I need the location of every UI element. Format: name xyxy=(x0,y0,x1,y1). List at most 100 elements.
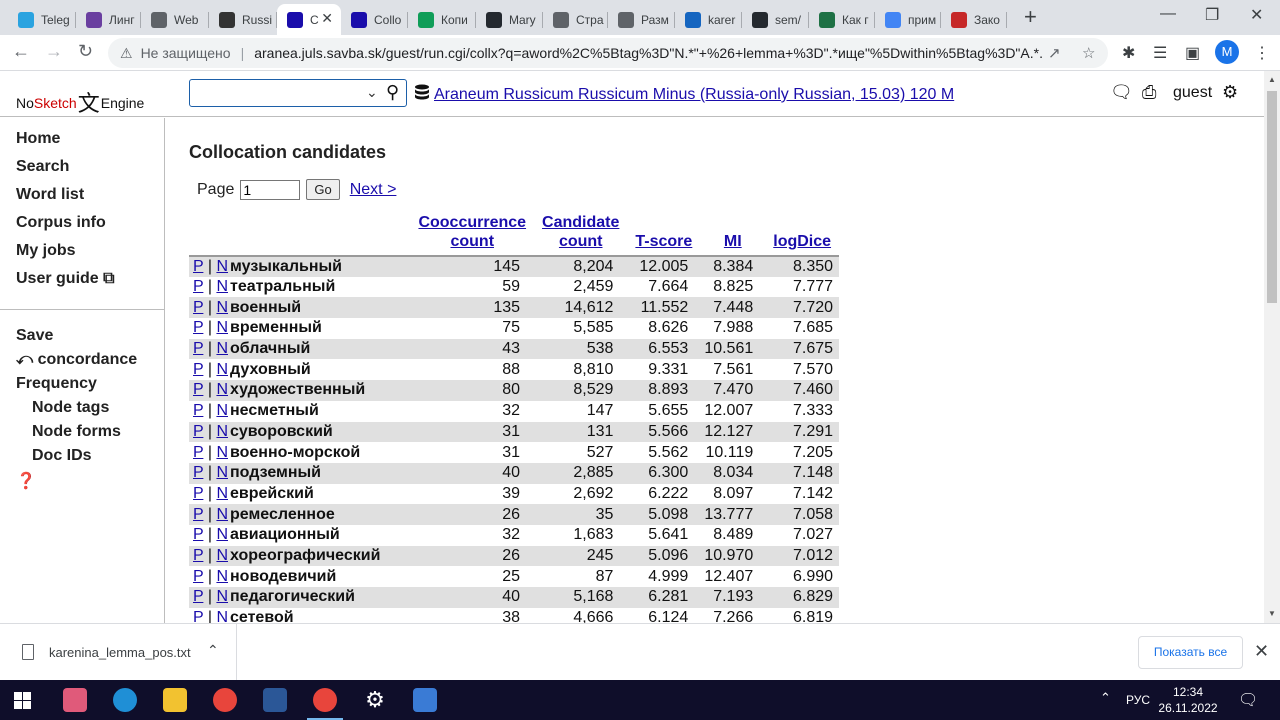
page-scrollbar[interactable]: ▲ ▼ xyxy=(1264,71,1280,623)
settings-gear-icon[interactable]: ⚙ xyxy=(1222,82,1239,102)
new-tab-icon[interactable]: + xyxy=(1024,4,1037,29)
browser-tab[interactable]: Как г xyxy=(809,4,875,35)
back-icon[interactable]: ← xyxy=(12,41,30,61)
page-number-input[interactable] xyxy=(240,179,301,200)
sidebar-item-concordance[interactable]: ⤺ concordance xyxy=(16,351,137,369)
download-filename[interactable]: karenina_lemma_pos.txt xyxy=(49,645,191,660)
sort-logdice[interactable]: logDice xyxy=(765,213,840,257)
close-tab-icon[interactable]: ✕ xyxy=(321,10,333,26)
ship-app-icon[interactable] xyxy=(413,688,437,712)
input-language[interactable]: РУС xyxy=(1126,693,1151,707)
chrome-icon[interactable] xyxy=(213,688,237,712)
sort-candidate-count[interactable]: Candidate count xyxy=(534,213,628,257)
negative-filter-link[interactable]: N xyxy=(216,464,228,482)
restore-icon[interactable]: ❐ xyxy=(1205,7,1220,24)
security-label[interactable]: Не защищено xyxy=(140,45,231,61)
reload-icon[interactable]: ↻ xyxy=(78,41,94,61)
browser-tab[interactable]: C ✕ xyxy=(277,4,341,35)
corpus-link[interactable]: Araneum Russicum Russicum Minus (Russia-… xyxy=(414,84,954,104)
scrollbar-thumb[interactable] xyxy=(1267,91,1277,303)
negative-filter-link[interactable]: N xyxy=(216,298,228,316)
print-icon[interactable]: ⎙ xyxy=(1142,82,1157,102)
positive-filter-link[interactable]: P xyxy=(193,381,204,399)
nosketch-engine-logo[interactable]: NoSketch文Engine xyxy=(16,83,144,116)
scroll-up-icon[interactable]: ▲ xyxy=(1268,75,1276,84)
notifications-icon[interactable]: 🗨 xyxy=(1238,692,1259,709)
bookmark-star-icon[interactable]: ☆ xyxy=(1082,45,1096,62)
positive-filter-link[interactable]: P xyxy=(193,402,204,420)
share-icon[interactable]: ↗ xyxy=(1048,45,1061,62)
positive-filter-link[interactable]: P xyxy=(193,422,204,440)
user-guide-label[interactable]: User guide xyxy=(16,270,99,287)
negative-filter-link[interactable]: N xyxy=(216,588,228,606)
positive-filter-link[interactable]: P xyxy=(193,278,204,296)
sidebar-item-node-forms[interactable]: Node forms xyxy=(32,423,121,440)
negative-filter-link[interactable]: N xyxy=(216,484,228,502)
negative-filter-link[interactable]: N xyxy=(216,402,228,420)
browser-tab[interactable]: sem/ xyxy=(742,4,809,35)
download-item[interactable]: karenina_lemma_pos.txt ⌃ xyxy=(0,624,237,681)
browser-menu-icon[interactable]: ⋮ xyxy=(1254,45,1270,62)
positive-filter-link[interactable]: P xyxy=(193,319,204,337)
browser-tab[interactable]: Линг xyxy=(76,4,141,35)
address-bar[interactable]: ⚠ Не защищено | aranea.juls.savba.sk/gue… xyxy=(108,38,1108,68)
sidebar-item-my-jobs[interactable]: My jobs xyxy=(16,242,76,259)
sidebar-item-user-guide[interactable]: User guide ⧉ xyxy=(16,270,115,288)
close-window-icon[interactable]: ✕ xyxy=(1250,7,1264,24)
positive-filter-link[interactable]: P xyxy=(193,484,204,502)
negative-filter-link[interactable]: N xyxy=(216,360,228,378)
browser-tab[interactable]: karer xyxy=(675,4,742,35)
concordance-label[interactable]: concordance xyxy=(37,351,138,368)
positive-filter-link[interactable]: P xyxy=(193,298,204,316)
chevron-down-icon[interactable]: ⌄ xyxy=(366,84,378,100)
negative-filter-link[interactable]: N xyxy=(216,340,228,358)
search-icon[interactable]: ⚲ xyxy=(386,82,400,102)
sidebar-item-save[interactable]: Save xyxy=(16,327,54,344)
browser-tab[interactable]: Web xyxy=(141,4,209,35)
extensions-icon[interactable]: ✱ xyxy=(1122,45,1136,62)
positive-filter-link[interactable]: P xyxy=(193,360,204,378)
sidebar-item-doc-ids[interactable]: Doc IDs xyxy=(32,447,92,464)
query-type-select[interactable]: ⌄ ⚲ xyxy=(189,79,407,107)
negative-filter-link[interactable]: N xyxy=(216,567,228,585)
warning-icon[interactable]: ⚠ xyxy=(120,44,133,61)
profile-avatar[interactable]: M xyxy=(1215,40,1239,64)
media-control-icon[interactable]: ☰ xyxy=(1153,45,1168,62)
feedback-icon[interactable]: 🗨 xyxy=(1110,82,1133,102)
paint-app-icon[interactable] xyxy=(63,688,87,712)
sidebar-item-search[interactable]: Search xyxy=(16,158,70,175)
negative-filter-link[interactable]: N xyxy=(216,422,228,440)
negative-filter-link[interactable]: N xyxy=(216,505,228,523)
browser-tab[interactable]: Копи xyxy=(408,4,476,35)
corpus-name[interactable]: Araneum Russicum Russicum Minus (Russia-… xyxy=(434,86,955,103)
close-icon[interactable]: ✕ xyxy=(1254,641,1270,661)
positive-filter-link[interactable]: P xyxy=(193,443,204,461)
sidebar-item-home[interactable]: Home xyxy=(16,130,61,147)
minimize-icon[interactable]: — xyxy=(1160,5,1176,22)
chevron-up-tray-icon[interactable]: ⌃ xyxy=(1100,690,1111,705)
next-page-link[interactable]: Next > xyxy=(349,180,397,198)
system-clock[interactable]: 12:34 26.11.2022 xyxy=(1152,684,1224,716)
positive-filter-link[interactable]: P xyxy=(193,505,204,523)
positive-filter-link[interactable]: P xyxy=(193,340,204,358)
negative-filter-link[interactable]: N xyxy=(216,609,228,623)
file-explorer-icon[interactable] xyxy=(163,688,187,712)
side-panel-icon[interactable]: ▣ xyxy=(1185,45,1201,62)
chrome-active-icon[interactable] xyxy=(307,688,343,720)
show-all-downloads-button[interactable]: Показать все xyxy=(1138,636,1243,669)
negative-filter-link[interactable]: N xyxy=(216,546,228,564)
negative-filter-link[interactable]: N xyxy=(216,278,228,296)
sidebar-item-word-list[interactable]: Word list xyxy=(16,186,85,203)
edge-icon[interactable] xyxy=(113,688,137,712)
browser-tab[interactable]: Collo xyxy=(341,4,408,35)
help-icon[interactable]: ❓ xyxy=(16,473,36,490)
forward-icon[interactable]: → xyxy=(45,41,63,61)
url-text[interactable]: aranea.juls.savba.sk/guest/run.cgi/collx… xyxy=(254,45,1045,61)
browser-tab[interactable]: Teleg xyxy=(8,4,76,35)
windows-start-icon[interactable] xyxy=(14,692,31,709)
scroll-down-icon[interactable]: ▼ xyxy=(1268,609,1276,618)
browser-tab[interactable]: Разм xyxy=(608,4,675,35)
word-icon[interactable] xyxy=(263,688,287,712)
positive-filter-link[interactable]: P xyxy=(193,526,204,544)
negative-filter-link[interactable]: N xyxy=(216,526,228,544)
